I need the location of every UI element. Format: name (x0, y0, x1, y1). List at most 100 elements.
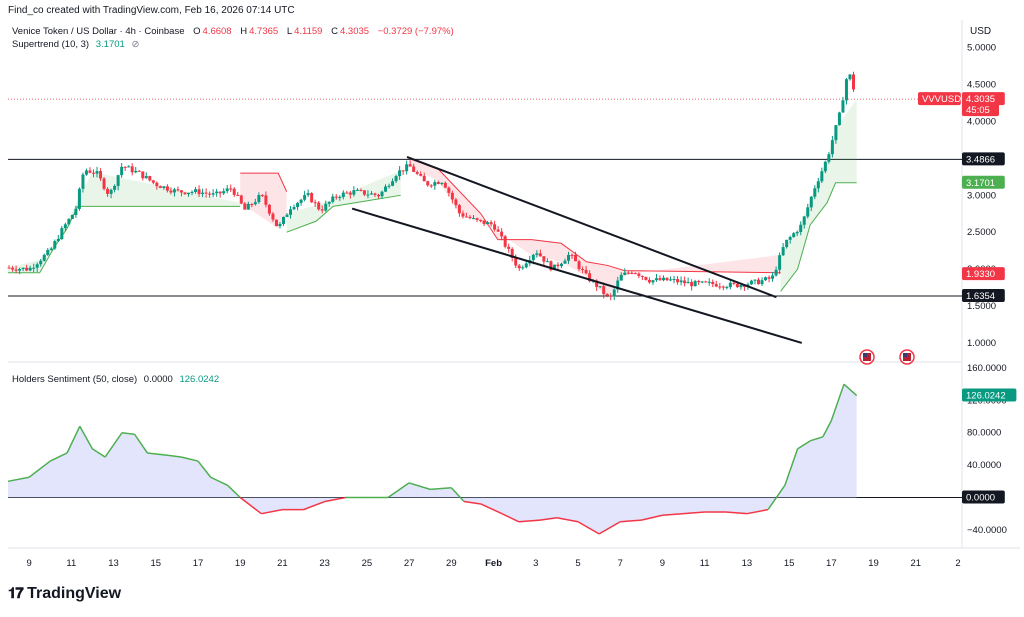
candle-down (426, 181, 430, 186)
candle-up (70, 214, 74, 219)
candle-up (201, 192, 205, 195)
candle-down (264, 195, 268, 205)
candle-up (162, 186, 166, 188)
candle-down (683, 280, 687, 284)
sentiment-line-segment (387, 482, 410, 499)
candle-down (640, 275, 644, 277)
candle-up (802, 216, 806, 225)
sentiment-line-segment (830, 383, 845, 421)
chart-header: Find_co created with TradingView.com, Fe… (8, 5, 295, 16)
candle-up (598, 286, 602, 288)
candle-down (373, 193, 377, 195)
candle-down (482, 220, 486, 225)
candle-up (95, 171, 99, 174)
candle-down (457, 205, 461, 214)
time-tick-label: 11 (66, 558, 76, 569)
candle-down (11, 267, 15, 270)
candle-up (331, 196, 335, 202)
candle-up (109, 189, 113, 194)
sentiment-line-segment (49, 452, 68, 462)
candle-down (595, 280, 599, 287)
sentiment-line-segment (518, 519, 541, 523)
currency-label[interactable]: USD (970, 26, 992, 37)
candle-up (387, 185, 391, 187)
candle-down (605, 294, 609, 296)
candle-down (102, 178, 106, 189)
candle-up (292, 207, 296, 210)
sentiment-line-segment (28, 460, 51, 478)
sentiment-line-segment (797, 440, 811, 450)
candle-down (14, 269, 18, 271)
holders-zero-tag: 0.0000 (966, 492, 995, 503)
sentiment-line-segment (430, 487, 452, 491)
time-tick-label: 9 (660, 558, 665, 569)
candle-down (588, 273, 592, 282)
candle-down (584, 269, 588, 274)
holders-value-2: 126.0242 (179, 374, 220, 385)
price-tick-label: 3.0000 (967, 190, 996, 201)
price-tag: 4.3035 (966, 94, 995, 105)
candle-down (630, 272, 634, 274)
candle-down (313, 202, 317, 204)
candle-up (672, 279, 676, 281)
candle-up (623, 272, 627, 275)
candle-down (401, 170, 405, 172)
candle-down (732, 282, 736, 284)
candle-down (130, 166, 134, 173)
candle-up (338, 196, 342, 198)
time-tick-label: 27 (404, 558, 415, 569)
candle-down (208, 193, 212, 195)
candle-down (271, 213, 275, 220)
open-value: 4.6608 (202, 26, 232, 37)
candle-down (852, 74, 855, 90)
candle-down (542, 256, 546, 262)
candle-up (848, 74, 852, 80)
candle-up (841, 100, 845, 113)
sentiment-line-segment (92, 448, 106, 458)
candle-down (359, 189, 363, 191)
candle-down (570, 254, 574, 256)
supertrend-down-fill (240, 173, 287, 229)
candle-up (651, 280, 655, 283)
candle-up (215, 191, 219, 194)
price-tag-bg (962, 92, 1005, 106)
sentiment-line-segment (134, 433, 148, 454)
candle-down (721, 286, 725, 288)
candle-down (493, 224, 497, 230)
symbol-name: Venice Token / US Dollar · 4h · Coinbase (12, 26, 185, 37)
candle-down (711, 281, 715, 285)
candle-up (352, 190, 356, 195)
candle-up (49, 248, 53, 250)
sentiment-line-segment (450, 487, 465, 503)
candle-up (289, 209, 293, 215)
time-tick-label: 23 (319, 558, 330, 569)
sentiment-line-segment (480, 503, 503, 515)
candle-up (827, 154, 831, 162)
candle-up (84, 170, 88, 175)
price-tick-label: 4.0000 (967, 117, 996, 128)
candle-up (472, 218, 475, 220)
us-flag-icon (859, 349, 875, 365)
candle-down (348, 192, 352, 195)
candle-up (524, 263, 528, 268)
price-tick-label: 2.5000 (967, 227, 996, 238)
candle-down (626, 272, 630, 274)
level-high-tag: 3.4866 (966, 154, 995, 165)
time-tick-label: 13 (742, 558, 753, 569)
candle-up (127, 166, 131, 168)
candle-up (278, 224, 282, 227)
candle-down (250, 203, 254, 205)
countdown-tag-bg (962, 103, 999, 117)
candle-up (285, 214, 289, 217)
candle-up (18, 268, 22, 271)
hidden-eye-icon[interactable]: ⊘ (131, 39, 140, 50)
supertrend-up-fill (8, 171, 241, 273)
sentiment-line-segment (303, 500, 325, 511)
time-tick-label: 29 (446, 558, 457, 569)
sentiment-line-segment (501, 512, 520, 523)
candle-up (764, 277, 768, 281)
time-tick-label: 15 (150, 558, 161, 569)
candle-up (816, 181, 820, 189)
candle-up (567, 254, 570, 261)
